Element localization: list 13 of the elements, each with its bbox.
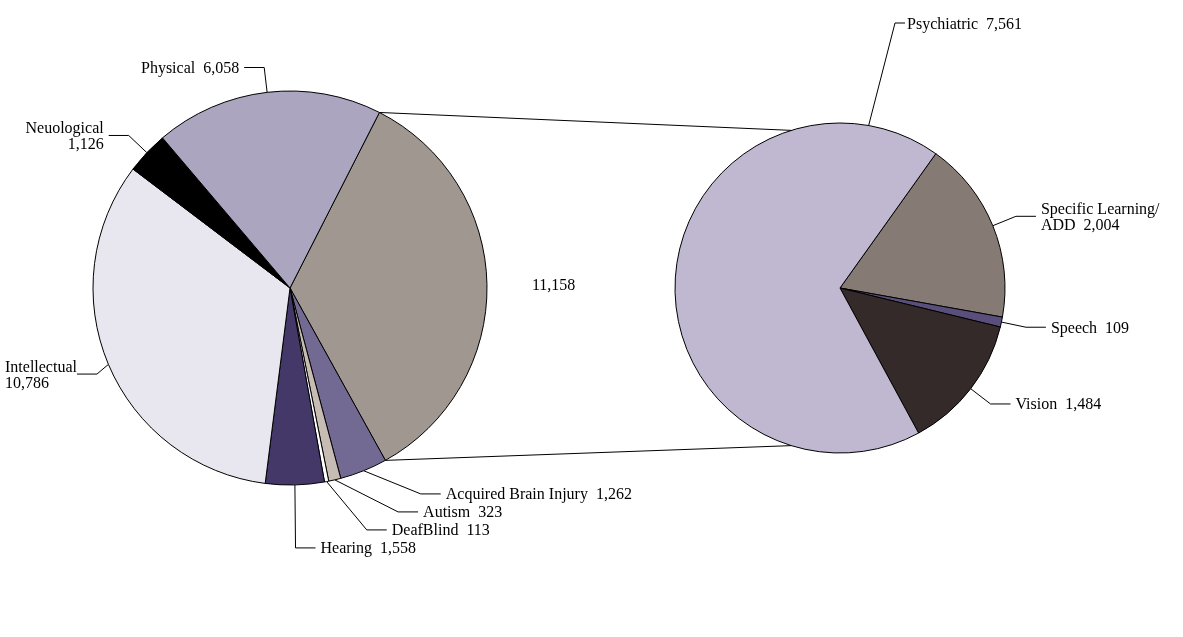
slice-label: Acquired Brain Injury 1,262 [445,485,632,504]
slice-label: Speech 109 [1050,318,1130,337]
slice-label: Physical 6,058 [140,59,240,77]
slice-label: Specific Learning/ADD 2,004 [1040,199,1161,233]
slice-label: Hearing 1,558 [320,539,417,558]
slice-label: Vision 1,484 [1015,395,1102,413]
data-label: 11,158 [531,275,576,293]
slice-label: Neuological [25,118,105,137]
slice-label: Psychiatric 7,561 [907,14,1023,33]
slice-label: DeafBlind 113 [391,521,490,539]
slice-label: Autism 323 [423,503,503,521]
slice-label: Intellectual [5,357,78,375]
data-label: 10,786 [5,373,49,391]
